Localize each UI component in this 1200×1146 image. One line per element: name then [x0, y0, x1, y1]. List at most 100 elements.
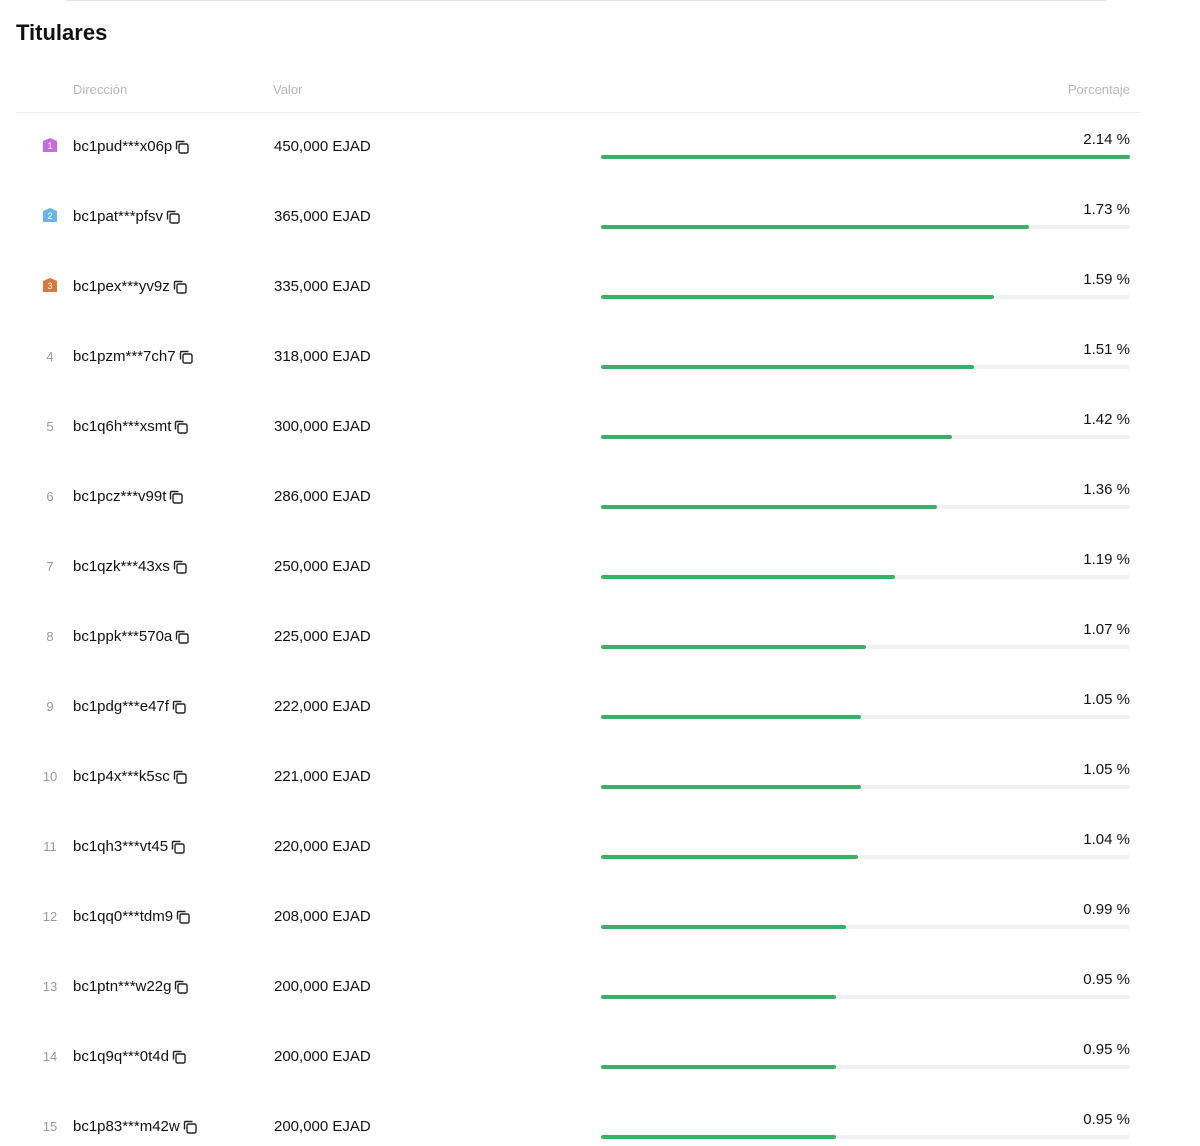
percent-label: 2.14 % — [1083, 131, 1130, 148]
rank-number: 14 — [42, 1049, 58, 1064]
address-cell: bc1qq0***tdm9 — [73, 908, 191, 925]
progress-track — [601, 505, 1130, 509]
address-cell: bc1q6h***xsmt — [73, 418, 189, 435]
copy-icon[interactable] — [174, 139, 190, 155]
progress-track — [601, 995, 1130, 999]
address: bc1qzk***43xs — [73, 558, 170, 575]
holding-value: 222,000 EJAD — [274, 698, 371, 715]
copy-icon[interactable] — [175, 909, 191, 925]
rank-number: 6 — [46, 489, 54, 504]
address-cell: bc1pdg***e47f — [73, 698, 187, 715]
progress-bar — [601, 1135, 836, 1139]
copy-icon[interactable] — [165, 209, 181, 225]
copy-icon[interactable] — [171, 1049, 187, 1065]
header-address: Dirección — [73, 82, 128, 97]
holding-value: 335,000 EJAD — [274, 278, 371, 295]
progress-bar — [601, 225, 1029, 229]
rank-number: 15 — [42, 1119, 58, 1134]
address-cell: bc1ppk***570a — [73, 628, 190, 645]
percent-label: 1.05 % — [1083, 761, 1130, 778]
address: bc1q6h***xsmt — [73, 418, 172, 435]
rank-medal: 1 — [43, 138, 57, 152]
percent-label: 0.95 % — [1083, 1041, 1130, 1058]
percent-label: 0.99 % — [1083, 901, 1130, 918]
address: bc1pcz***v99t — [73, 488, 167, 505]
rank-number: 8 — [46, 629, 54, 644]
copy-icon[interactable] — [168, 489, 184, 505]
rank-number: 3 — [47, 281, 52, 291]
top-border — [66, 0, 1106, 1]
holding-value: 225,000 EJAD — [274, 628, 371, 645]
copy-icon[interactable] — [170, 839, 186, 855]
holding-value: 450,000 EJAD — [274, 138, 371, 155]
copy-icon[interactable] — [171, 699, 187, 715]
progress-track — [601, 925, 1130, 929]
progress-bar — [601, 995, 836, 999]
progress-bar — [601, 435, 953, 439]
rank-number: 10 — [42, 769, 58, 784]
header-value: Valor — [273, 82, 303, 97]
copy-icon[interactable] — [173, 979, 189, 995]
address-cell: bc1q9q***0t4d — [73, 1048, 187, 1065]
address: bc1pdg***e47f — [73, 698, 169, 715]
address-cell: bc1qh3***vt45 — [73, 838, 186, 855]
address-cell: bc1pat***pfsv — [73, 208, 181, 225]
copy-icon[interactable] — [178, 349, 194, 365]
progress-track — [601, 435, 1130, 439]
holding-value: 300,000 EJAD — [274, 418, 371, 435]
progress-track — [601, 785, 1130, 789]
progress-bar — [601, 505, 938, 509]
rank-number: 13 — [42, 979, 58, 994]
progress-bar — [601, 295, 995, 299]
percent-label: 1.59 % — [1083, 271, 1130, 288]
percent-label: 1.51 % — [1083, 341, 1130, 358]
progress-track — [601, 1135, 1130, 1139]
address: bc1pzm***7ch7 — [73, 348, 176, 365]
progress-bar — [601, 645, 866, 649]
percent-label: 1.19 % — [1083, 551, 1130, 568]
progress-track — [601, 645, 1130, 649]
holding-value: 286,000 EJAD — [274, 488, 371, 505]
percent-label: 0.95 % — [1083, 1111, 1130, 1128]
address: bc1pud***x06p — [73, 138, 173, 155]
percent-label: 1.07 % — [1083, 621, 1130, 638]
address-cell: bc1p4x***k5sc — [73, 768, 188, 785]
percent-label: 1.05 % — [1083, 691, 1130, 708]
rank-number: 5 — [46, 419, 54, 434]
progress-bar — [601, 785, 861, 789]
address: bc1ppk***570a — [73, 628, 173, 645]
progress-bar — [601, 855, 859, 859]
progress-bar — [601, 365, 975, 369]
progress-bar — [601, 925, 846, 929]
progress-bar — [601, 1065, 836, 1069]
copy-icon[interactable] — [172, 279, 188, 295]
percent-label: 0.95 % — [1083, 971, 1130, 988]
holding-value: 318,000 EJAD — [274, 348, 371, 365]
copy-icon[interactable] — [182, 1119, 198, 1135]
progress-track — [601, 855, 1130, 859]
copy-icon[interactable] — [172, 769, 188, 785]
progress-bar — [601, 575, 896, 579]
progress-bar — [601, 155, 1130, 159]
rank-number: 12 — [42, 909, 58, 924]
rank-medal: 3 — [43, 278, 57, 292]
rank-number: 11 — [43, 839, 57, 854]
address-cell: bc1pex***yv9z — [73, 278, 188, 295]
address-cell: bc1pud***x06p — [73, 138, 190, 155]
address: bc1p83***m42w — [73, 1118, 180, 1135]
percent-label: 1.36 % — [1083, 481, 1130, 498]
progress-track — [601, 715, 1130, 719]
copy-icon[interactable] — [174, 629, 190, 645]
address-cell: bc1pzm***7ch7 — [73, 348, 194, 365]
address-cell: bc1pcz***v99t — [73, 488, 184, 505]
copy-icon[interactable] — [173, 419, 189, 435]
address: bc1q9q***0t4d — [73, 1048, 169, 1065]
address: bc1qh3***vt45 — [73, 838, 169, 855]
rank-medal: 2 — [43, 208, 57, 222]
holding-value: 250,000 EJAD — [274, 558, 371, 575]
address: bc1qq0***tdm9 — [73, 908, 174, 925]
copy-icon[interactable] — [172, 559, 188, 575]
percent-label: 1.42 % — [1083, 411, 1130, 428]
holding-value: 220,000 EJAD — [274, 838, 371, 855]
